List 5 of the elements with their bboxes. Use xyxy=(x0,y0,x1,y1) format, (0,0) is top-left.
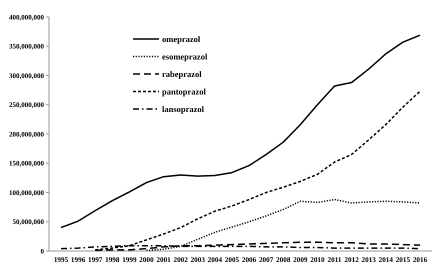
legend-label: lansoprazol xyxy=(162,104,205,114)
legend-label: omeprazol xyxy=(162,34,201,44)
legend-label: pantoprazol xyxy=(162,86,207,96)
legend-label: esomeprazol xyxy=(162,51,208,62)
legend-label: rabeprazol xyxy=(162,68,202,79)
